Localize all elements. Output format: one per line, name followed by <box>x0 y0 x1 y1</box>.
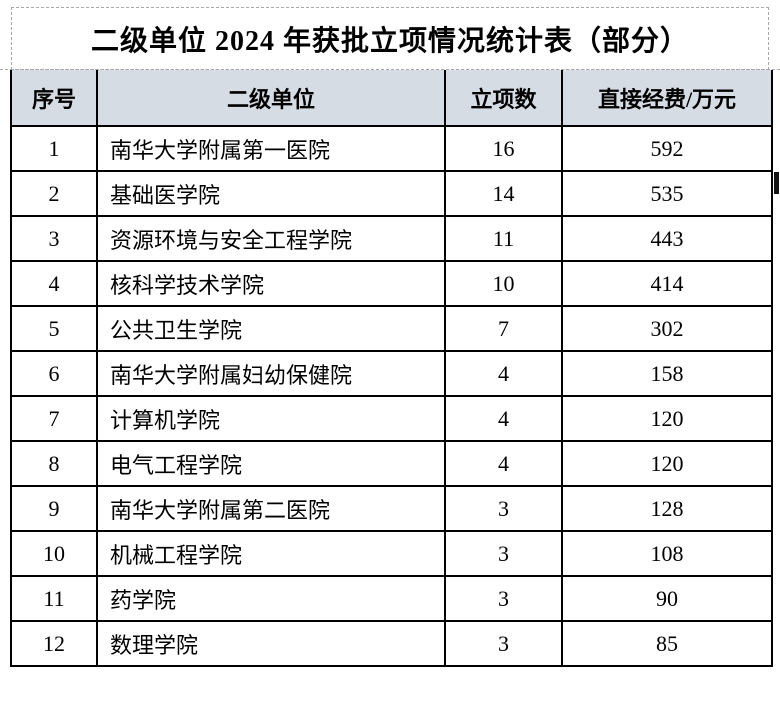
stats-table: 序号 二级单位 立项数 直接经费/万元 1 南华大学附属第一医院 16 5 9 2 … <box>10 70 773 667</box>
scrollbar-thumb[interactable] <box>774 172 779 194</box>
cell-count: 4 <box>444 440 563 487</box>
cell-count: 7 <box>444 305 563 352</box>
cell-funding: 90 <box>561 575 773 622</box>
table-title-box: 二级单位 2024 年获批立项情况统计表（部分） <box>11 7 769 70</box>
cell-funding: 302 <box>561 305 773 352</box>
cell-index: 3 <box>10 215 98 262</box>
col-header-count: 立项数 <box>444 70 563 127</box>
cell-count: 3 <box>444 530 563 577</box>
cell-unit: 基础医学院 <box>96 170 446 217</box>
cell-count: 3 <box>444 620 563 667</box>
table-row: 2 基础医学院 14 535 <box>10 170 773 217</box>
cell-count: 10 <box>444 260 563 307</box>
cell-index: 8 <box>10 440 98 487</box>
cell-funding: 120 <box>561 440 773 487</box>
cell-count: 14 <box>444 170 563 217</box>
cell-unit: 核科学技术学院 <box>96 260 446 307</box>
table-row: 9 南华大学附属第二医院 3 128 <box>10 485 773 532</box>
table-row: 5 公共卫生学院 7 302 <box>10 305 773 352</box>
cell-index: 9 <box>10 485 98 532</box>
table-row: 11 药学院 3 90 <box>10 575 773 622</box>
cell-count: 3 <box>444 575 563 622</box>
cell-funding: 85 <box>561 620 773 667</box>
cell-count: 11 <box>444 215 563 262</box>
cell-index: 12 <box>10 620 98 667</box>
cell-unit: 南华大学附属第二医院 <box>96 485 446 532</box>
cell-index: 7 <box>10 395 98 442</box>
cell-index: 10 <box>10 530 98 577</box>
cell-count: 3 <box>444 485 563 532</box>
cell-unit: 资源环境与安全工程学院 <box>96 215 446 262</box>
cell-unit: 机械工程学院 <box>96 530 446 577</box>
table-row: 4 核科学技术学院 10 414 <box>10 260 773 307</box>
cell-funding: 120 <box>561 395 773 442</box>
cell-index: 5 <box>10 305 98 352</box>
cell-index: 4 <box>10 260 98 307</box>
cell-funding: 443 <box>561 215 773 262</box>
cell-funding: 535 <box>561 170 773 217</box>
cell-unit: 南华大学附属第一医院 <box>96 125 446 172</box>
cell-funding: 158 <box>561 350 773 397</box>
table-row: 3 资源环境与安全工程学院 11 443 <box>10 215 773 262</box>
cell-unit: 药学院 <box>96 575 446 622</box>
cell-funding: 414 <box>561 260 773 307</box>
cell-unit: 南华大学附属妇幼保健院 <box>96 350 446 397</box>
cell-funding: 108 <box>561 530 773 577</box>
cell-unit: 计算机学院 <box>96 395 446 442</box>
cell-count: 4 <box>444 350 563 397</box>
cell-count: 4 <box>444 395 563 442</box>
table-title: 二级单位 2024 年获批立项情况统计表（部分） <box>90 25 689 57</box>
cell-index: 2 <box>10 170 98 217</box>
cell-unit: 公共卫生学院 <box>96 305 446 352</box>
cell-count: 16 <box>444 125 563 172</box>
col-header-funding: 直接经费/万元 <box>561 70 773 127</box>
table-row: 6 南华大学附属妇幼保健院 4 158 <box>10 350 773 397</box>
cell-index: 6 <box>10 350 98 397</box>
table-row: 8 电气工程学院 4 120 <box>10 440 773 487</box>
cell-unit: 数理学院 <box>96 620 446 667</box>
cell-index: 11 <box>10 575 98 622</box>
cell-funding: 128 <box>561 485 773 532</box>
col-header-index: 序号 <box>10 70 98 127</box>
table-row: 1 南华大学附属第一医院 16 592 <box>10 125 773 172</box>
table-row: 12 数理学院 3 85 <box>10 620 773 667</box>
cell-unit: 电气工程学院 <box>96 440 446 487</box>
header-row: 序号 二级单位 立项数 直接经费/万元 <box>10 70 773 127</box>
col-header-unit: 二级单位 <box>96 70 446 127</box>
cell-funding: 592 <box>561 125 773 172</box>
cell-index: 1 <box>10 125 98 172</box>
table-row: 10 机械工程学院 3 108 <box>10 530 773 577</box>
table-row: 7 计算机学院 4 120 <box>10 395 773 442</box>
dashed-divider <box>0 69 780 70</box>
